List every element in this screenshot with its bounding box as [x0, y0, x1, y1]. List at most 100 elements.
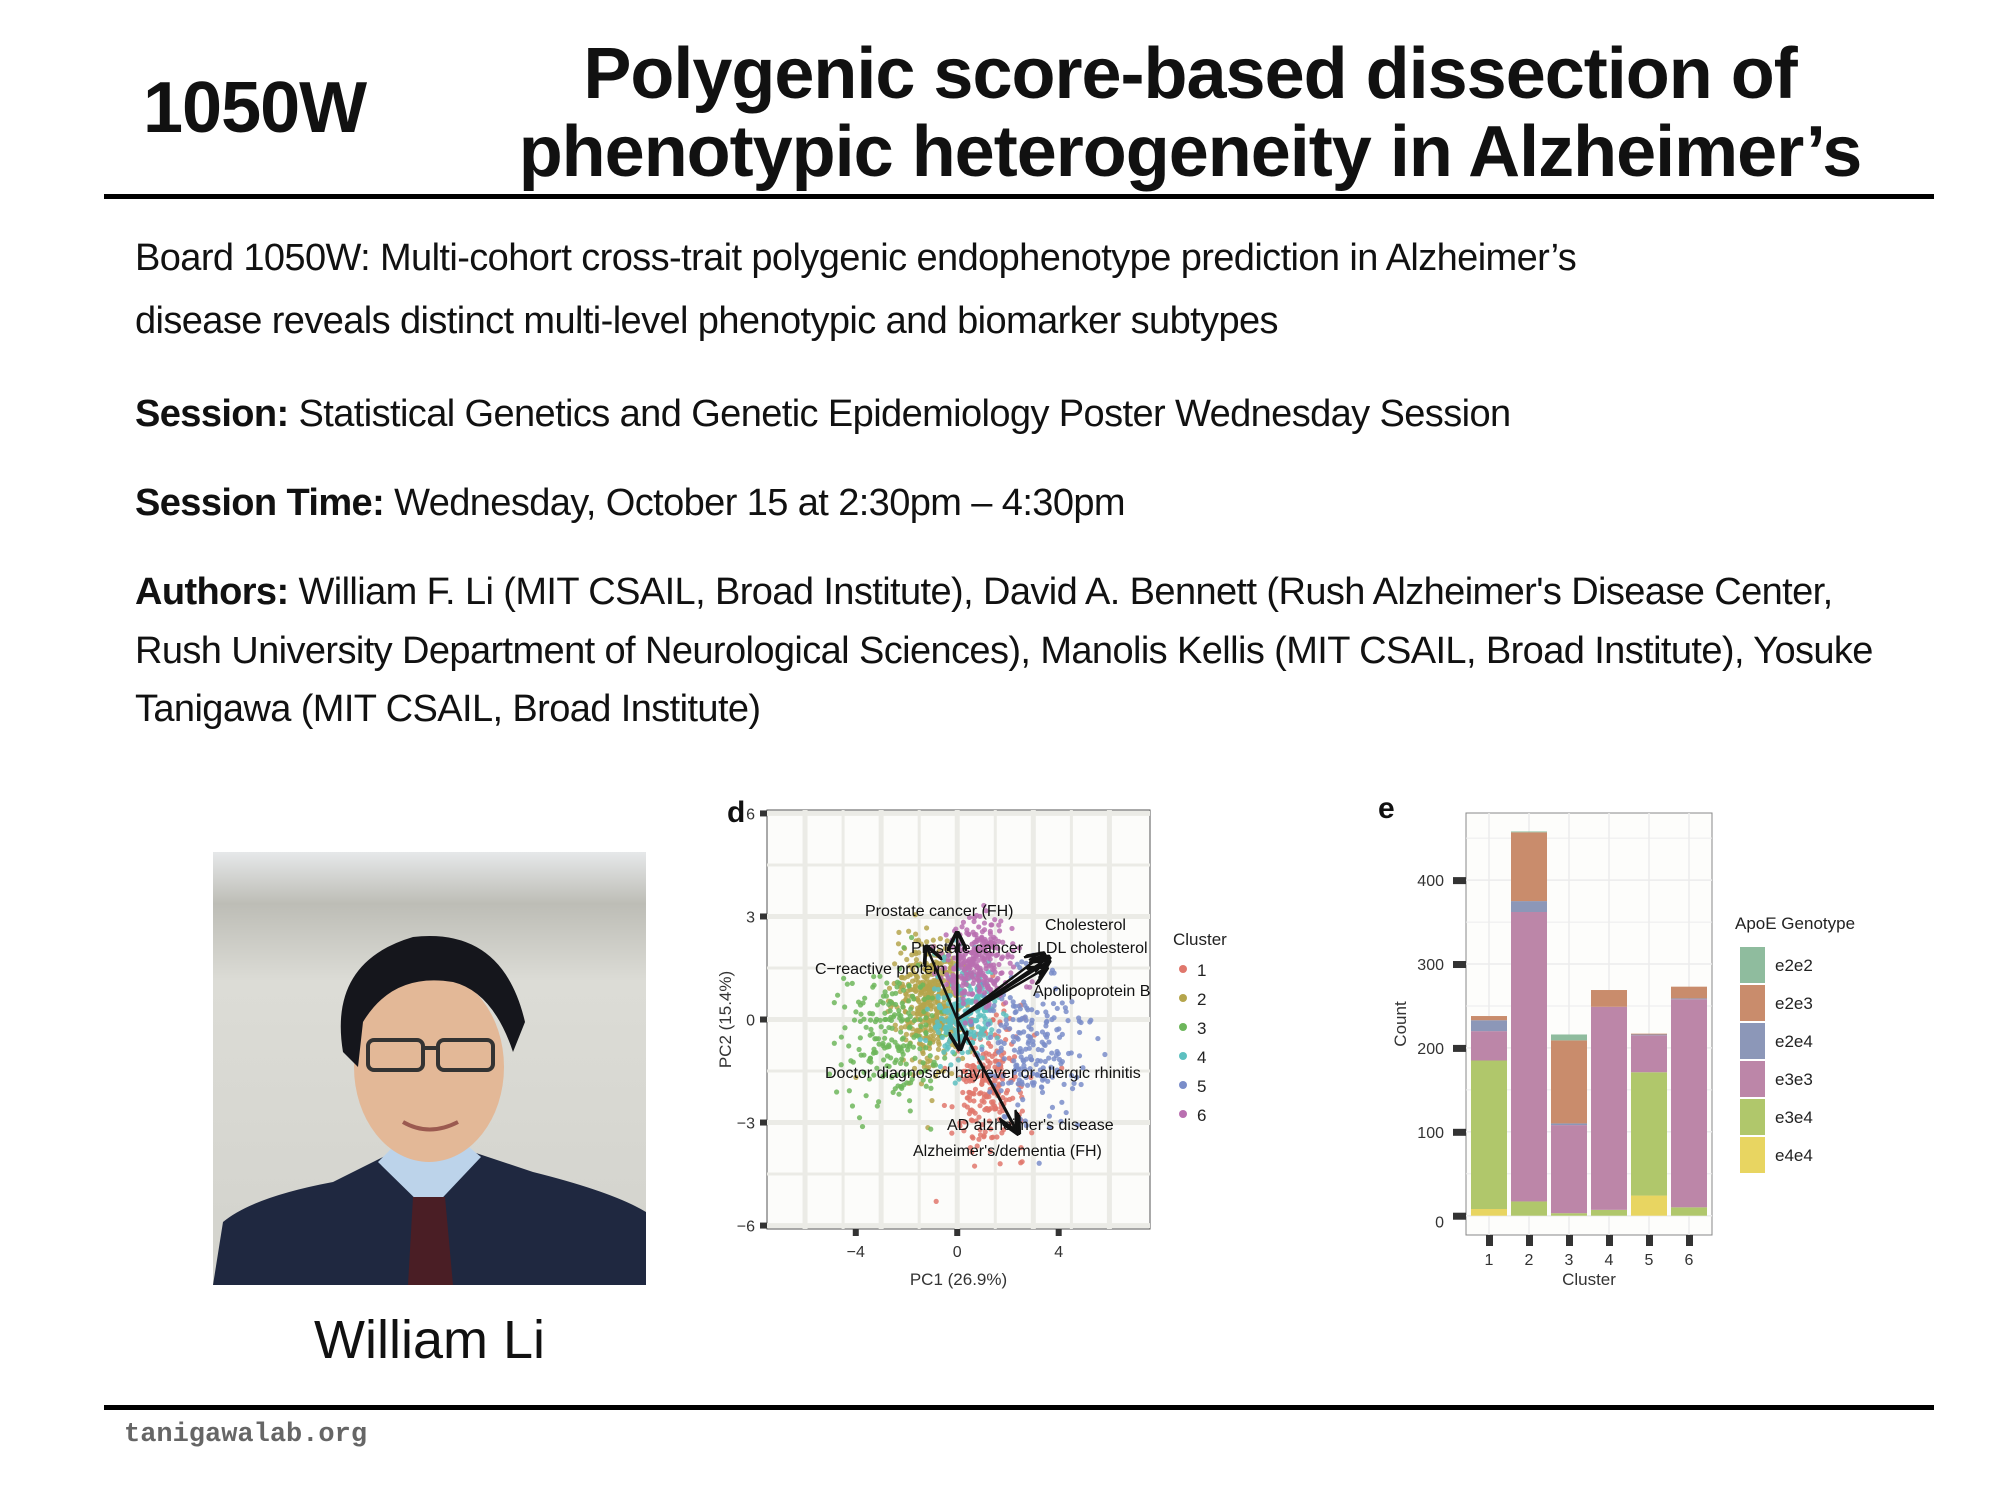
scatter-point-cluster-2 [919, 1003, 925, 1010]
scatter-point-cluster-4 [924, 1006, 930, 1012]
scatter-point-cluster-5 [996, 1061, 1002, 1068]
scatter-point-cluster-5 [1058, 1118, 1064, 1124]
scatter-point-cluster-6 [995, 952, 1001, 958]
scatter-point-cluster-3 [921, 996, 927, 1002]
scatter-point-cluster-5 [1023, 1123, 1029, 1129]
scatter-point-cluster-6 [1010, 964, 1017, 970]
scatter-point-cluster-6 [945, 952, 952, 958]
scatter-point-cluster-4 [935, 986, 941, 993]
bar-segment-e2e4 [1471, 1020, 1507, 1032]
scatter-point-cluster-3 [923, 1030, 929, 1036]
scatter-point-cluster-3 [856, 1115, 863, 1121]
scatter-point-cluster-4 [941, 954, 947, 960]
scatter-point-cluster-6 [945, 975, 951, 981]
scatter-point-cluster-5 [1062, 1005, 1068, 1011]
scatter-point-cluster-3 [904, 1080, 910, 1086]
scatter-point-cluster-2 [935, 1046, 942, 1052]
scatter-point-cluster-3 [894, 984, 900, 990]
scatter-point-cluster-1 [962, 1119, 968, 1125]
scatter-point-cluster-6 [966, 956, 973, 962]
scatter-point-cluster-4 [948, 1013, 954, 1020]
scatter-point-cluster-1 [980, 1077, 986, 1083]
scatter-point-cluster-5 [1056, 1034, 1063, 1040]
scatter-point-cluster-5 [1071, 1080, 1077, 1086]
session-time-label: Session Time: [135, 482, 385, 524]
scatter-point-cluster-6 [976, 978, 982, 984]
scatter-point-cluster-6 [983, 908, 989, 914]
scatter-point-cluster-1 [979, 1122, 985, 1128]
scatter-point-cluster-5 [1022, 1002, 1028, 1008]
scatter-point-cluster-2 [925, 970, 931, 976]
scatter-point-cluster-5 [1074, 1122, 1081, 1128]
scatter-point-cluster-2 [927, 1017, 933, 1024]
scatter-point-cluster-6 [987, 931, 994, 937]
scatter-point-cluster-3 [901, 1071, 907, 1078]
scatter-point-cluster-5 [1065, 1017, 1071, 1024]
scatter-point-cluster-3 [884, 1063, 890, 1069]
scatter-point-cluster-5 [1003, 1017, 1009, 1023]
scatter-point-cluster-2 [917, 991, 923, 998]
scatter-point-cluster-3 [908, 934, 915, 941]
scatter-point-cluster-1 [1003, 1090, 1009, 1096]
scatter-point-cluster-5 [1020, 1096, 1026, 1103]
scatter-point-cluster-2 [933, 1011, 940, 1017]
scatter-point-cluster-4 [934, 1019, 940, 1025]
scatter-point-cluster-1 [968, 1077, 975, 1083]
scatter-point-cluster-3 [915, 962, 921, 968]
scatter-point-cluster-4 [974, 993, 981, 999]
scatter-point-cluster-5 [1102, 1051, 1108, 1058]
scatter-point-cluster-2 [924, 976, 930, 982]
scatter-point-cluster-5 [1000, 1081, 1006, 1087]
loading-label: Alzheimer's/dementia (FH) [913, 1143, 1102, 1160]
scatter-point-cluster-5 [979, 1046, 985, 1053]
scatter-point-cluster-6 [1010, 941, 1016, 947]
scatter-point-cluster-3 [901, 944, 907, 951]
scatter-point-cluster-1 [972, 1086, 979, 1092]
scatter-point-cluster-5 [1034, 992, 1040, 999]
scatter-point-cluster-5 [1034, 1009, 1040, 1016]
scatter-point-cluster-2 [922, 966, 928, 972]
scatter-point-cluster-4 [966, 997, 972, 1003]
scatter-point-cluster-3 [844, 981, 850, 987]
scatter-point-cluster-6 [1000, 939, 1006, 945]
scatter-point-cluster-5 [1056, 1026, 1062, 1032]
x-tick [1055, 1229, 1062, 1236]
scatter-point-cluster-3 [917, 1016, 923, 1023]
scatter-point-cluster-1 [1010, 1095, 1016, 1101]
scatter-point-cluster-5 [1007, 994, 1013, 1001]
scatter-point-cluster-6 [959, 990, 965, 997]
scatter-point-cluster-5 [1013, 1009, 1019, 1015]
scatter-point-cluster-3 [856, 1046, 862, 1053]
scatter-point-cluster-5 [1011, 1047, 1017, 1053]
scatter-point-cluster-3 [942, 1055, 948, 1061]
scatter-point-cluster-3 [897, 966, 903, 972]
legend-label: e2e2 [1775, 956, 1813, 975]
scatter-point-cluster-5 [1053, 986, 1059, 992]
scatter-point-cluster-6 [982, 960, 988, 966]
abstract-title-line-1: Board 1050W: Multi-cohort cross-trait po… [135, 237, 1577, 279]
scatter-point-cluster-5 [1015, 1081, 1021, 1087]
scatter-point-cluster-3 [917, 1046, 923, 1052]
scatter-point-cluster-1 [972, 1072, 979, 1078]
scatter-point-cluster-4 [942, 1008, 948, 1014]
scatter-point-cluster-5 [985, 1021, 991, 1027]
x-tick-label: 6 [1685, 1252, 1694, 1269]
loading-arrow [957, 1019, 960, 1049]
scatter-point-cluster-2 [892, 961, 898, 967]
scatter-point-cluster-1 [984, 1094, 990, 1100]
bar-segment-e3e4 [1671, 1207, 1707, 1216]
scatter-point-cluster-2 [925, 1059, 931, 1065]
scatter-point-cluster-1 [966, 1089, 972, 1095]
scatter-point-cluster-6 [961, 980, 967, 986]
scatter-point-cluster-6 [987, 956, 993, 962]
scatter-point-cluster-5 [1000, 1073, 1006, 1079]
bar-segment-e2e3 [1631, 1033, 1667, 1035]
scatter-point-cluster-3 [927, 1040, 933, 1046]
scatter-point-cluster-5 [1021, 1058, 1027, 1064]
scatter-point-cluster-6 [965, 931, 972, 938]
scatter-point-cluster-3 [874, 1002, 881, 1008]
scatter-point-cluster-5 [1026, 1045, 1032, 1051]
scatter-point-cluster-5 [995, 1049, 1002, 1055]
scatter-point-cluster-2 [932, 1073, 939, 1079]
bar-segment-e2e4 [1631, 1034, 1667, 1036]
